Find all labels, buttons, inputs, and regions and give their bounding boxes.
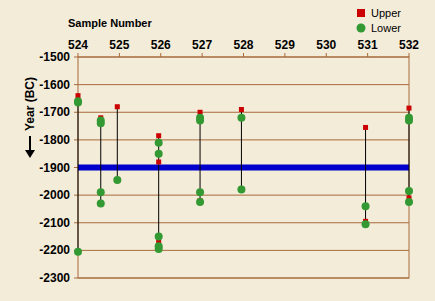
x-tick bbox=[326, 53, 327, 57]
y-tick bbox=[74, 195, 78, 196]
x-axis-label: Sample Number bbox=[68, 17, 152, 29]
y-arrow-head bbox=[25, 150, 35, 158]
point bbox=[74, 99, 82, 107]
x-tick bbox=[202, 53, 203, 57]
x-tick-label: 529 bbox=[275, 38, 295, 52]
y-tick bbox=[74, 167, 78, 168]
y-tick bbox=[74, 112, 78, 113]
grid-line bbox=[78, 250, 409, 251]
y-tick-label: -2200 bbox=[39, 243, 70, 257]
y-tick-label: -2000 bbox=[39, 188, 70, 202]
point bbox=[405, 198, 413, 206]
y-arrow bbox=[29, 136, 31, 152]
x-tick-label: 524 bbox=[68, 38, 88, 52]
x-tick-label: 525 bbox=[109, 38, 129, 52]
point bbox=[97, 188, 105, 196]
point bbox=[115, 104, 120, 109]
grid-line bbox=[78, 84, 409, 85]
point bbox=[405, 187, 413, 195]
x-tick bbox=[367, 53, 368, 57]
point bbox=[237, 186, 245, 194]
point bbox=[196, 198, 204, 206]
y-tick bbox=[74, 84, 78, 85]
range-connector bbox=[78, 96, 79, 252]
grid-line bbox=[78, 222, 409, 223]
reference-line bbox=[78, 165, 409, 171]
point bbox=[155, 150, 163, 158]
x-tick bbox=[243, 53, 244, 57]
legend: Upper Lower bbox=[357, 7, 402, 34]
y-tick bbox=[74, 57, 78, 58]
y-tick bbox=[74, 222, 78, 223]
point bbox=[196, 188, 204, 196]
point bbox=[74, 248, 82, 256]
point bbox=[156, 159, 161, 164]
y-tick-label: -1600 bbox=[39, 78, 70, 92]
range-connector bbox=[117, 107, 118, 180]
point bbox=[155, 245, 163, 253]
y-tick-label: -1800 bbox=[39, 133, 70, 147]
grid-line bbox=[78, 139, 409, 140]
point bbox=[97, 199, 105, 207]
point bbox=[155, 233, 163, 241]
x-tick-label: 531 bbox=[358, 38, 378, 52]
y-tick-label: -2300 bbox=[39, 271, 70, 285]
y-tick-label: -1500 bbox=[39, 50, 70, 64]
point bbox=[156, 133, 161, 138]
x-tick-label: 530 bbox=[316, 38, 336, 52]
x-tick bbox=[409, 53, 410, 57]
y-tick-label: -2100 bbox=[39, 216, 70, 230]
plot-area bbox=[74, 93, 413, 256]
point bbox=[407, 106, 412, 111]
x-tick-label: 528 bbox=[233, 38, 253, 52]
x-tick-label: 527 bbox=[192, 38, 212, 52]
point bbox=[97, 119, 105, 127]
legend-marker bbox=[357, 9, 365, 17]
x-tick bbox=[284, 53, 285, 57]
grid-line bbox=[78, 167, 409, 168]
chart: -1500 -1600 -1700 -1800 -1900 -2000 -2100 -2200… bbox=[0, 0, 435, 301]
plot-frame bbox=[78, 57, 409, 278]
grid-line bbox=[78, 195, 409, 196]
y-tick bbox=[74, 278, 78, 279]
point bbox=[363, 125, 368, 130]
point bbox=[237, 114, 245, 122]
x-tick-label: 526 bbox=[151, 38, 171, 52]
y-tick-label: -1900 bbox=[39, 161, 70, 175]
x-tick bbox=[78, 53, 79, 57]
point bbox=[155, 139, 163, 147]
point bbox=[405, 117, 413, 125]
legend-label: Lower bbox=[371, 22, 401, 34]
x-tick bbox=[119, 53, 120, 57]
point bbox=[113, 176, 121, 184]
point bbox=[362, 220, 370, 228]
point bbox=[362, 202, 370, 210]
background bbox=[0, 0, 435, 301]
legend-label: Upper bbox=[371, 7, 401, 19]
point bbox=[239, 107, 244, 112]
y-tick-label: -1700 bbox=[39, 105, 70, 119]
y-tick bbox=[74, 139, 78, 140]
y-axis-label: Year (BC) bbox=[23, 77, 37, 131]
x-tick-label: 532 bbox=[399, 38, 419, 52]
legend-marker bbox=[357, 24, 366, 33]
x-tick bbox=[160, 53, 161, 57]
point bbox=[196, 117, 204, 125]
